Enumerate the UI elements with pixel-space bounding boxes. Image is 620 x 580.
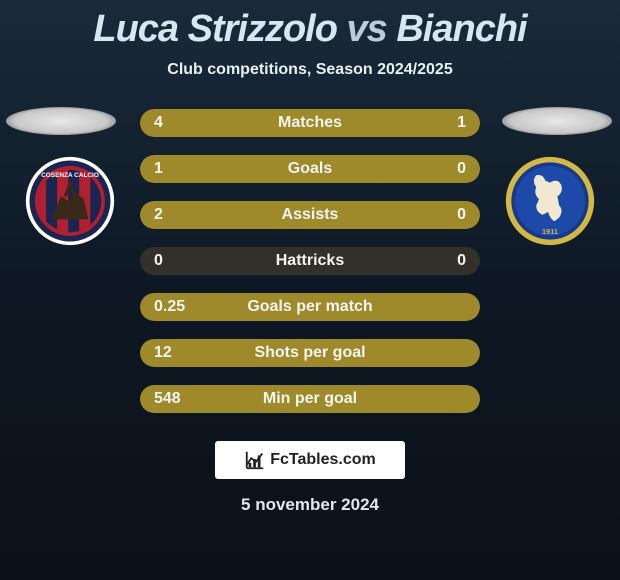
stat-row: 0Hattricks0	[140, 247, 480, 275]
stat-label: Goals per match	[230, 298, 390, 316]
stat-row: 2Assists0	[140, 201, 480, 229]
stat-value-left: 0.25	[140, 298, 230, 316]
stat-value-right: 0	[390, 252, 480, 270]
brand-badge: FcTables.com	[215, 441, 405, 479]
stat-value-right: 0	[390, 206, 480, 224]
stat-row: 0.25Goals per match	[140, 293, 480, 321]
stat-value-right: 0	[390, 160, 480, 178]
stat-row: 4Matches1	[140, 109, 480, 137]
comparison-arena: COSENZA CALCIO 1911 4Matches11Goals02Ass…	[0, 103, 620, 413]
stat-value-left: 2	[140, 206, 230, 224]
player2-shadow	[502, 107, 612, 135]
team-crest-left: COSENZA CALCIO	[24, 155, 116, 247]
comparison-title: Luca Strizzolo vs Bianchi	[0, 0, 620, 51]
brand-chart-icon	[244, 449, 266, 471]
stat-label: Shots per goal	[230, 344, 390, 362]
date-text: 5 november 2024	[0, 495, 620, 515]
title-player2: Bianchi	[396, 8, 526, 50]
stat-row: 1Goals0	[140, 155, 480, 183]
stat-bars: 4Matches11Goals02Assists00Hattricks00.25…	[140, 103, 480, 413]
stat-label: Hattricks	[230, 252, 390, 270]
title-vs: vs	[347, 8, 387, 50]
stat-label: Assists	[230, 206, 390, 224]
title-player1: Luca Strizzolo	[93, 8, 337, 50]
brand-text: FcTables.com	[270, 451, 376, 469]
stat-value-right: 1	[390, 114, 480, 132]
player1-shadow	[6, 107, 116, 135]
stat-label: Min per goal	[230, 390, 390, 408]
subtitle: Club competitions, Season 2024/2025	[0, 61, 620, 79]
stat-value-left: 548	[140, 390, 230, 408]
stat-value-left: 1	[140, 160, 230, 178]
svg-text:COSENZA CALCIO: COSENZA CALCIO	[41, 172, 99, 179]
svg-text:1911: 1911	[542, 227, 558, 236]
team-crest-right: 1911	[504, 155, 596, 247]
stat-row: 12Shots per goal	[140, 339, 480, 367]
stat-label: Goals	[230, 160, 390, 178]
stat-value-left: 0	[140, 252, 230, 270]
stat-value-left: 12	[140, 344, 230, 362]
stat-row: 548Min per goal	[140, 385, 480, 413]
stat-label: Matches	[230, 114, 390, 132]
stat-value-left: 4	[140, 114, 230, 132]
